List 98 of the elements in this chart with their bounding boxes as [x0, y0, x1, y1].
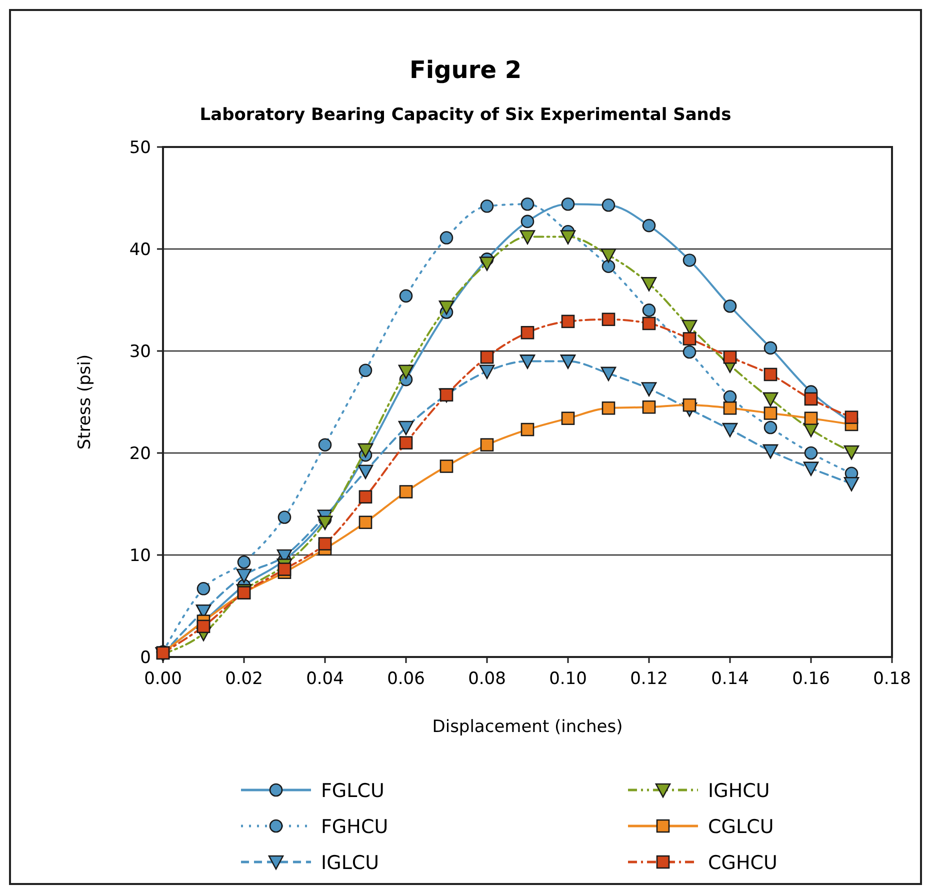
point: [600, 366, 616, 382]
legend-label: IGLCU: [321, 852, 380, 874]
legend-label: FGLCU: [321, 780, 384, 802]
legend-label: FGHCU: [321, 816, 388, 838]
point: [480, 350, 494, 364]
x-tick-label: 0.06: [387, 669, 425, 689]
point: [278, 562, 292, 576]
point: [844, 476, 860, 492]
point: [398, 420, 414, 436]
point: [642, 316, 656, 330]
point: [399, 436, 413, 450]
point: [764, 420, 778, 434]
y-tick-label: 20: [129, 444, 151, 464]
point: [641, 277, 657, 292]
point: [600, 248, 616, 263]
point: [480, 200, 494, 213]
y-tick-label: 50: [129, 138, 151, 158]
point: [399, 289, 413, 303]
point: [682, 345, 696, 359]
legend-label: CGLCU: [708, 816, 774, 838]
point: [641, 382, 657, 396]
x-tick-label: 0.00: [144, 669, 182, 689]
x-axis-title: Displacement (inches): [432, 717, 623, 737]
x-tick-label: 0.16: [792, 669, 830, 689]
point: [682, 320, 698, 334]
point: [196, 582, 210, 596]
point: [440, 460, 454, 473]
point: [520, 197, 534, 211]
point: [642, 400, 656, 414]
x-tick-label: 0.02: [225, 669, 263, 689]
point: [196, 620, 210, 634]
point: [804, 392, 818, 406]
point: [236, 568, 252, 584]
point: [438, 300, 454, 315]
x-tick-label: 0.10: [549, 669, 587, 689]
point: [764, 406, 778, 420]
point: [682, 398, 696, 412]
point: [560, 230, 576, 244]
point: [602, 198, 616, 212]
x-tick-label: 0.04: [306, 669, 344, 689]
point: [358, 464, 374, 480]
y-tick-label: 10: [129, 546, 151, 566]
point: [560, 354, 576, 369]
point: [278, 510, 292, 524]
x-tick-label: 0.14: [711, 669, 749, 689]
point: [237, 555, 251, 569]
point: [762, 444, 778, 459]
point: [602, 312, 616, 326]
point: [561, 197, 575, 211]
point: [479, 364, 495, 380]
legend-label: CGHCU: [708, 852, 778, 874]
point: [844, 445, 860, 460]
point: [723, 299, 737, 313]
y-axis-title: Stress (psi): [75, 354, 95, 450]
point: [561, 314, 575, 328]
point: [479, 256, 495, 271]
point: [440, 231, 454, 244]
point: [317, 516, 333, 530]
point: [399, 485, 413, 498]
x-tick-label: 0.12: [630, 669, 668, 689]
point: [520, 354, 536, 369]
point: [764, 341, 778, 355]
point: [682, 332, 696, 346]
point: [642, 218, 656, 232]
point: [764, 368, 778, 382]
point: [803, 462, 819, 476]
point: [762, 392, 778, 407]
point: [398, 364, 414, 380]
point: [561, 412, 575, 425]
y-tick-label: 0: [140, 648, 151, 668]
point: [480, 438, 494, 452]
point: [318, 438, 332, 452]
y-tick-label: 30: [129, 342, 151, 362]
point: [358, 443, 374, 458]
chart-title: Figure 2: [409, 56, 522, 84]
point: [723, 401, 737, 415]
point: [358, 490, 372, 504]
point: [723, 350, 737, 364]
point: [358, 364, 372, 378]
point: [602, 401, 616, 415]
chart-subtitle: Laboratory Bearing Capacity of Six Experimental Sands: [200, 105, 732, 125]
point: [844, 410, 858, 424]
point: [520, 422, 534, 436]
point: [804, 412, 818, 425]
point: [682, 254, 696, 267]
y-tick-label: 40: [129, 240, 151, 260]
point: [602, 260, 616, 273]
point: [318, 537, 332, 550]
point: [520, 326, 534, 340]
x-tick-label: 0.08: [468, 669, 506, 689]
point: [520, 214, 534, 228]
x-tick-label: 0.18: [873, 669, 911, 689]
point: [722, 422, 738, 438]
legend-label: IGHCU: [708, 780, 770, 802]
point: [804, 446, 818, 460]
point: [358, 516, 372, 530]
point: [520, 230, 536, 244]
point: [642, 304, 656, 317]
